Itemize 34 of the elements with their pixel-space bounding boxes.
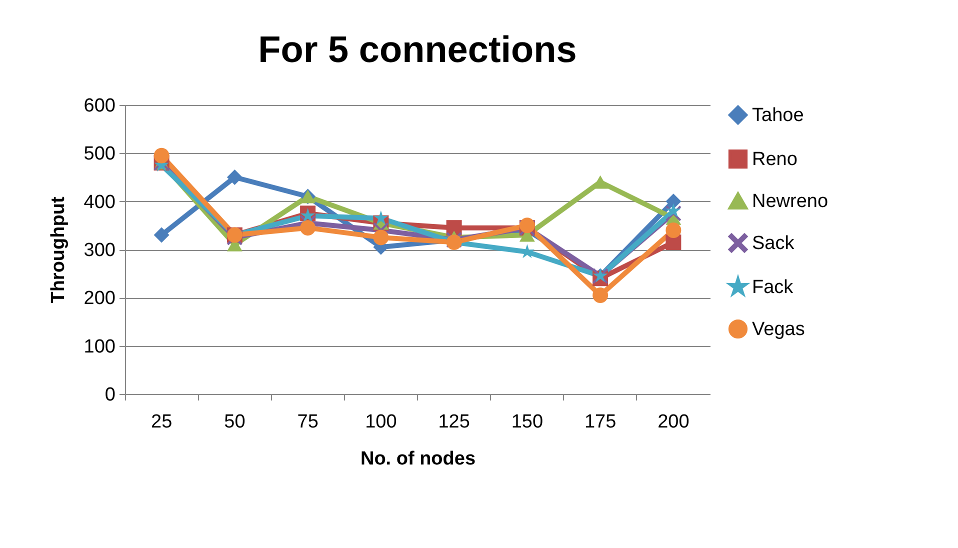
legend-label: Vegas <box>752 319 805 340</box>
x-axis-title: No. of nodes <box>360 448 476 470</box>
y-tick-label: 600 <box>84 96 116 116</box>
point <box>300 220 316 236</box>
x-tick-label: 50 <box>224 412 246 432</box>
point <box>154 148 170 164</box>
x-tick-label: 200 <box>658 412 690 432</box>
point <box>666 222 682 238</box>
point <box>154 227 170 243</box>
y-tick-label: 0 <box>104 384 116 406</box>
legend-label: Tahoe <box>752 105 804 126</box>
x-tick-label: 100 <box>365 412 397 432</box>
y-tick-label: 300 <box>84 240 116 261</box>
legend-label: Sack <box>752 233 795 254</box>
y-tick-label: 200 <box>84 288 116 310</box>
y-axis-title: Throughput <box>48 196 69 304</box>
x-tick-label: 125 <box>438 412 470 432</box>
point <box>592 288 608 303</box>
legend-label: Newreno <box>752 191 828 212</box>
x-tick-label: 175 <box>584 412 616 432</box>
y-tick-label: 500 <box>84 144 116 165</box>
point <box>373 230 389 246</box>
chart-title: For 5 connections <box>258 29 577 70</box>
x-tick-label: 150 <box>511 412 544 432</box>
point <box>666 194 682 210</box>
legend-label: Reno <box>752 149 798 170</box>
y-tick-label: 100 <box>84 336 116 358</box>
x-tick-label: 75 <box>297 412 318 432</box>
point <box>374 210 388 224</box>
legend-label: Fack <box>752 277 794 298</box>
y-tick-label: 400 <box>84 192 116 213</box>
point <box>666 203 681 218</box>
x-tick-label: 25 <box>150 412 172 432</box>
point <box>226 170 242 185</box>
